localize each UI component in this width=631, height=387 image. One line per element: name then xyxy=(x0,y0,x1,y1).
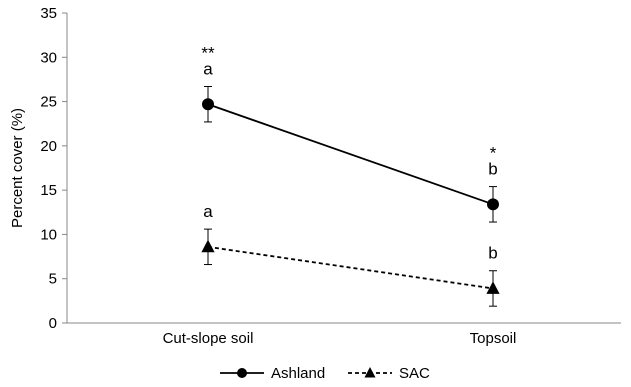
y-tick-label: 15 xyxy=(40,182,57,199)
data-point xyxy=(486,281,500,294)
x-ticks: Cut-slope soil Topsoil xyxy=(163,330,517,347)
series xyxy=(201,86,500,307)
data-point xyxy=(201,239,215,253)
y-tick-label: 20 xyxy=(40,138,57,155)
annotations: a**b*ab xyxy=(201,44,497,263)
significance-letter: a xyxy=(203,60,213,79)
y-tick-label: 25 xyxy=(40,94,57,111)
y-tick-label: 5 xyxy=(49,271,57,288)
series-sac xyxy=(201,228,500,307)
legend-marker xyxy=(237,368,247,378)
legend-label: SAC xyxy=(399,365,430,382)
legend: Ashland SAC xyxy=(220,365,430,382)
significance-stars: ** xyxy=(201,44,215,63)
y-ticks: 0 5 10 15 20 25 30 35 xyxy=(40,5,67,332)
significance-letter: a xyxy=(203,202,213,221)
y-tick-label: 0 xyxy=(49,315,57,332)
data-point xyxy=(487,198,499,211)
legend-item-sac: SAC xyxy=(348,365,430,382)
axes xyxy=(66,13,621,324)
x-tick-label: Topsoil xyxy=(470,330,517,347)
significance-stars: * xyxy=(490,144,497,163)
y-tick-label: 30 xyxy=(40,49,57,66)
x-tick-label: Cut-slope soil xyxy=(163,330,254,347)
series-line xyxy=(207,103,494,206)
data-point xyxy=(202,98,214,111)
y-tick-label: 10 xyxy=(40,226,57,243)
significance-letter: b xyxy=(488,160,497,179)
legend-label: Ashland xyxy=(271,365,325,382)
series-ashland xyxy=(202,86,499,223)
legend-item-ashland: Ashland xyxy=(220,365,325,382)
series-line xyxy=(207,245,494,290)
y-tick-label: 35 xyxy=(40,5,57,22)
y-axis-label: Percent cover (%) xyxy=(9,108,26,228)
legend-marker xyxy=(364,367,376,378)
significance-letter: b xyxy=(488,244,497,263)
